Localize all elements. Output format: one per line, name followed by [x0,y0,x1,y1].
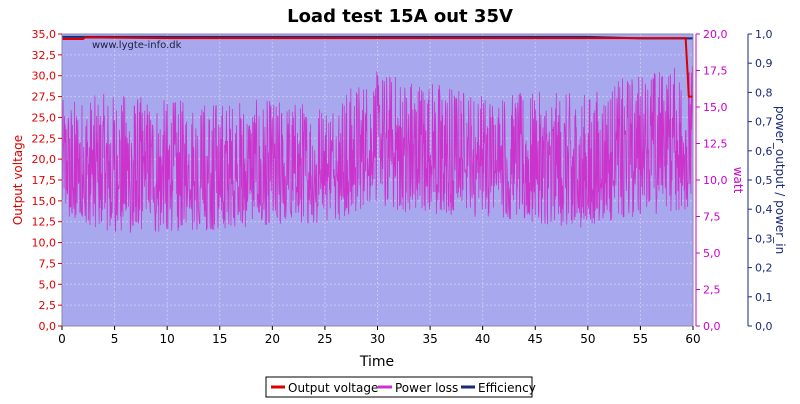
y-axis-right1-label: watt [731,167,745,194]
y-left-tick-label: 2,5 [39,299,57,312]
legend-box [265,376,533,398]
y-right1-tick-label: 10,0 [703,174,728,187]
y-right2-tick-label: 0,7 [755,116,773,129]
y-right1-tick-label: 0,0 [703,320,721,333]
y-right2-tick-label: 0,3 [755,232,773,245]
y-axis-right2-label: power_output / power_in [773,106,787,254]
y-axis-left-label: Output voltage [11,135,25,225]
y-left-tick-label: 5,0 [39,278,57,291]
y-right1-tick-label: 7,5 [703,211,721,224]
y-left-tick-label: 35,0 [32,28,57,41]
series-layer [61,35,694,233]
legend-label-output-voltage: Output voltage [288,381,378,395]
y-right1-tick-label: 15,0 [703,101,728,114]
y-left-tick-label: 7,5 [39,257,57,270]
watermark: www.lygte-info.dk [92,40,182,51]
y-right1-tick-label: 12,5 [703,138,728,151]
series-output-voltage [62,36,693,98]
y-left-tick-label: 20,0 [32,153,57,166]
y-right2-tick-label: 0,1 [755,291,773,304]
y-right1-tick-label: 20,0 [703,28,728,41]
chart-title: Load test 15A out 35V [287,6,513,27]
legend: Output voltage Power loss Efficiency [265,376,536,398]
y-right2-tick-label: 0,5 [755,174,773,187]
x-tick-label: 60 [685,332,700,346]
y-left-tick-label: 10,0 [32,237,57,250]
axes: 0 5 10 15 20 25 30 35 40 45 50 55 600,02,55,07,510,0… [32,28,773,346]
series-power-loss [61,66,694,233]
x-tick-label: 40 [475,332,490,346]
y-left-tick-label: 25,0 [32,111,57,124]
y-right2-tick-label: 0,8 [755,86,773,99]
y-left-tick-label: 22,5 [32,132,57,145]
y-right2-tick-label: 0,9 [755,57,773,70]
x-tick-label: 50 [580,332,595,346]
x-tick-label: 20 [265,332,280,346]
y-right2-tick-label: 0,0 [755,320,773,333]
x-tick-label: 55 [633,332,648,346]
y-left-tick-label: 17,5 [32,174,57,187]
legend-label-power-loss: Power loss [395,381,458,395]
x-tick-label: 30 [370,332,385,346]
y-left-tick-label: 30,0 [32,70,57,83]
y-right2-tick-label: 0,4 [755,203,773,216]
y-right1-tick-label: 2,5 [703,284,721,297]
y-left-tick-label: 27,5 [32,91,57,104]
y-right2-tick-label: 0,2 [755,262,773,275]
x-tick-label: 0 [58,332,66,346]
x-tick-label: 15 [212,332,227,346]
y-right1-tick-label: 17,5 [703,65,728,78]
x-tick-label: 35 [422,332,437,346]
x-axis-label: Time [359,354,394,370]
x-tick-label: 25 [317,332,332,346]
y-right2-tick-label: 1,0 [755,28,773,41]
y-left-tick-label: 12,5 [32,216,57,229]
y-right1-tick-label: 5,0 [703,247,721,260]
x-tick-label: 45 [528,332,543,346]
legend-label-efficiency: Efficiency [478,381,536,395]
y-right2-tick-label: 0,6 [755,145,773,158]
y-left-tick-label: 15,0 [32,195,57,208]
x-tick-label: 10 [160,332,175,346]
y-left-tick-label: 0,0 [39,320,57,333]
y-left-tick-label: 32,5 [32,49,57,62]
x-tick-label: 5 [111,332,119,346]
